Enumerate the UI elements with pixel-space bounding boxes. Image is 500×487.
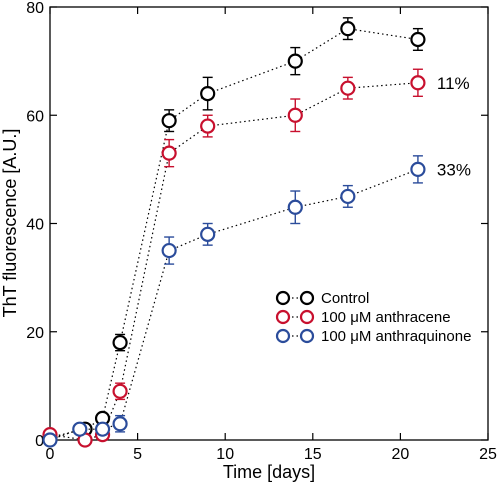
data-point: [112, 334, 128, 351]
data-point: [287, 199, 303, 215]
x-tick-label: 20: [392, 446, 410, 463]
annotation-label: 11%: [437, 74, 470, 93]
legend-marker: [275, 290, 291, 306]
data-point: [112, 383, 128, 399]
data-point: [340, 188, 356, 205]
data-point: [42, 432, 58, 448]
legend-marker: [275, 309, 291, 325]
y-axis-title: ThT fluorescence [A.U.]: [0, 129, 20, 318]
y-tick-label: 40: [26, 217, 44, 234]
y-tick-label: 20: [26, 325, 44, 342]
data-point: [340, 21, 356, 37]
legend-marker: [299, 328, 315, 344]
data-point: [410, 75, 426, 91]
data-point: [200, 118, 216, 134]
data-point: [410, 31, 426, 48]
annotation-label: 33%: [437, 160, 471, 179]
data-point: [340, 80, 356, 96]
data-point: [287, 107, 303, 123]
x-tick-label: 10: [216, 446, 234, 463]
data-point: [161, 113, 177, 129]
series-1: [42, 68, 426, 448]
data-point: [94, 421, 111, 437]
legend: Control 100 μM anthracene 100 μM anthraqui…: [275, 290, 471, 345]
series-layer: [42, 17, 426, 448]
legend-label: Control: [321, 290, 369, 307]
x-tick-label: 0: [46, 446, 55, 463]
legend-marker: [275, 328, 291, 344]
series-line: [49, 28, 419, 438]
legend-label: 100 μM anthraquinone: [321, 328, 471, 345]
legend-label: 100 μM anthracene: [321, 309, 451, 326]
data-point: [161, 145, 177, 161]
x-tick-label: 25: [479, 446, 497, 463]
x-tick-label: 15: [304, 446, 322, 463]
legend-marker: [299, 309, 315, 325]
annotations: 11% 33%: [437, 74, 471, 180]
data-point: [410, 161, 426, 177]
series-0: [42, 17, 426, 445]
y-tick-label: 60: [26, 108, 44, 125]
series-2: [42, 155, 426, 448]
series-line: [49, 82, 418, 441]
y-tick-label: 80: [26, 0, 44, 17]
data-point: [200, 85, 216, 102]
axis-ticks: 0 5 10 15 20 25 0 20 40 60 80: [26, 0, 497, 463]
data-point: [112, 416, 128, 432]
plot-frame: [49, 6, 489, 441]
data-point: [72, 421, 88, 437]
y-tick-label: 0: [35, 433, 44, 450]
data-point: [287, 53, 303, 69]
legend-marker: [299, 290, 315, 306]
data-point: [200, 226, 216, 242]
x-axis-title: Time [days]: [223, 462, 315, 482]
x-tick-label: 5: [133, 446, 142, 463]
data-point: [161, 242, 177, 259]
